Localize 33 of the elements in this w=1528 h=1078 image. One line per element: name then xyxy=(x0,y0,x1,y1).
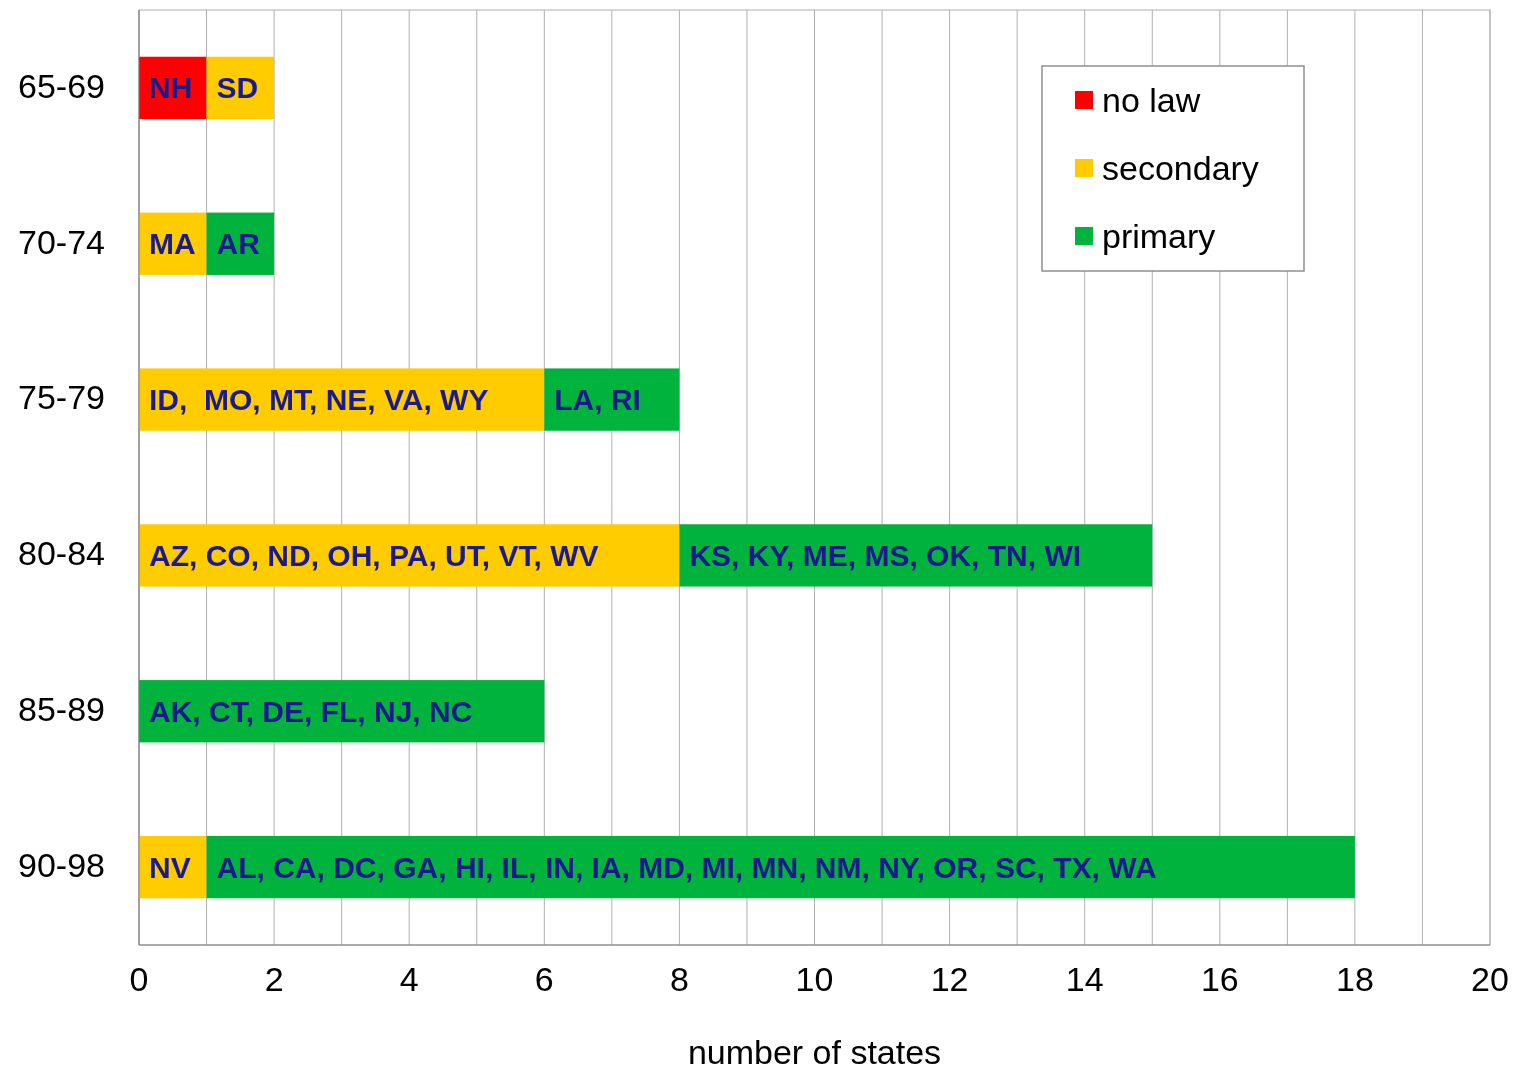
data-label: NH xyxy=(149,71,193,105)
y-tick-label: 70-74 xyxy=(18,222,105,261)
legend-label: secondary xyxy=(1102,148,1259,187)
x-tick-label: 4 xyxy=(399,960,419,998)
y-tick-label: 85-89 xyxy=(18,690,105,729)
x-tick-label: 2 xyxy=(264,960,284,998)
data-label: AK, CT, DE, FL, NJ, NC xyxy=(149,694,473,728)
y-tick-label: 80-84 xyxy=(18,534,105,573)
data-label: SD xyxy=(216,71,259,105)
x-tick-label: 6 xyxy=(534,960,554,998)
y-tick-label: 65-69 xyxy=(18,66,105,105)
x-axis-title: number of states xyxy=(687,1033,942,1071)
data-label: KS, KY, ME, MS, OK, TN, WI xyxy=(689,538,1082,572)
data-label: LA, RI xyxy=(554,383,641,417)
x-tick-label: 18 xyxy=(1335,960,1374,998)
legend-label: primary xyxy=(1102,216,1216,255)
legend-label: no law xyxy=(1102,80,1201,119)
data-label: MA xyxy=(149,227,196,261)
y-tick-label: 75-79 xyxy=(18,378,105,417)
data-label: AR xyxy=(216,227,261,261)
x-tick-label: 12 xyxy=(930,960,969,998)
data-label: AL, CA, DC, GA, HI, IL, IN, IA, MD, MI, MN, NM, NY, OR, SC, TX, WA xyxy=(216,850,1157,884)
x-tick-label: 14 xyxy=(1065,960,1104,998)
bar xyxy=(544,368,680,431)
x-tick-label: 20 xyxy=(1471,960,1509,998)
x-tick-label: 16 xyxy=(1200,960,1239,998)
x-tick-label: 0 xyxy=(129,960,149,998)
y-tick-label: 90-98 xyxy=(18,845,105,884)
data-label: AZ, CO, ND, OH, PA, UT, VT, WV xyxy=(149,538,599,572)
x-tick-label: 8 xyxy=(669,960,689,998)
data-label: ID, MO, MT, NE, VA, WY xyxy=(149,383,489,417)
x-tick-label: 10 xyxy=(795,960,834,998)
data-label: NV xyxy=(149,850,191,884)
